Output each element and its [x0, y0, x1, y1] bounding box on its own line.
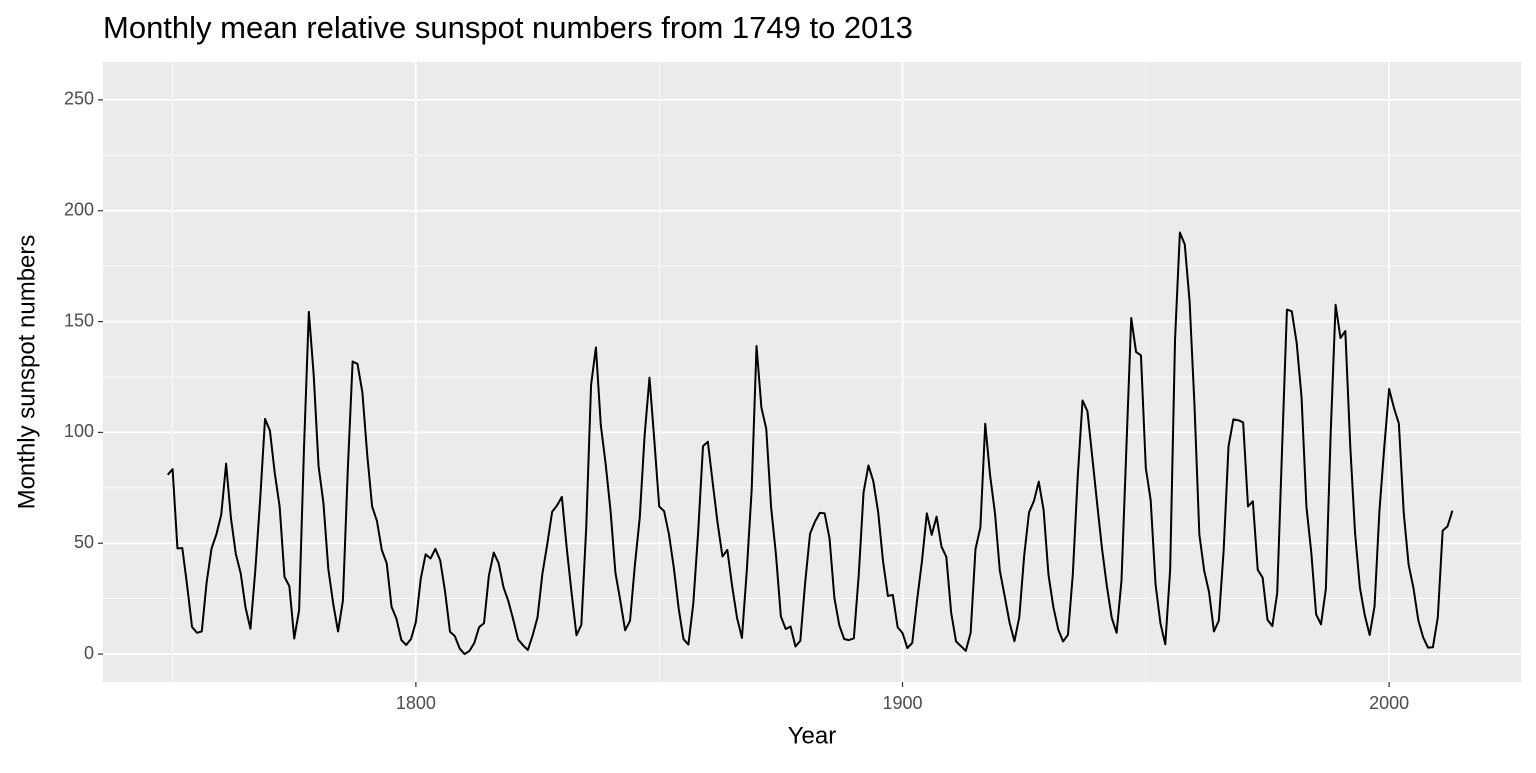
x-axis-title: Year — [788, 722, 837, 749]
y-tick-label: 150 — [64, 310, 94, 330]
x-tick-label: 2000 — [1369, 693, 1409, 713]
x-tick-label: 1800 — [396, 693, 436, 713]
y-tick-label: 50 — [74, 532, 94, 552]
x-tick-label: 1900 — [882, 693, 922, 713]
y-tick-label: 200 — [64, 199, 94, 219]
chart-title: Monthly mean relative sunspot numbers fr… — [103, 10, 913, 45]
data-line — [166, 231, 1454, 656]
y-tick-label: 100 — [64, 421, 94, 441]
y-tick-label: 0 — [84, 643, 94, 663]
y-axis-title: Monthly sunspot numbers — [13, 235, 40, 510]
y-tick-label: 250 — [64, 89, 94, 109]
